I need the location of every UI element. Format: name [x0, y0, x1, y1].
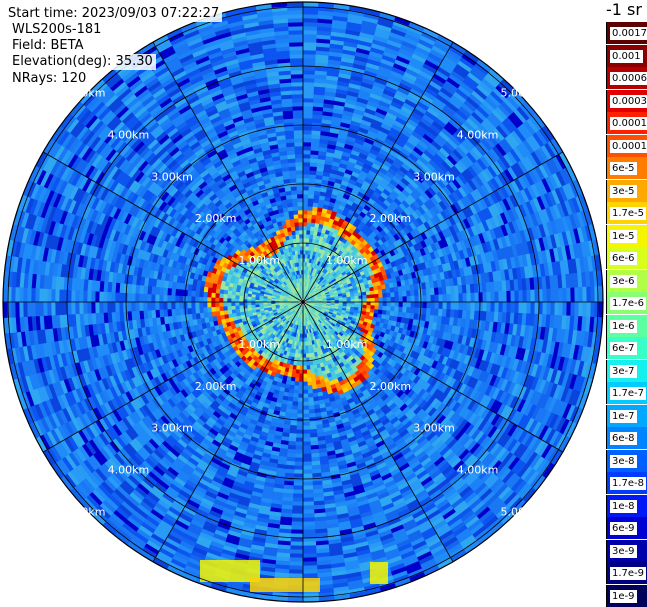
range-ring-label: 4.00km	[457, 464, 499, 477]
nrays-label: NRays: 120	[12, 71, 90, 87]
start-time-label: Start time: 2023/09/03 07:22:27	[8, 6, 223, 22]
range-ring-label: 5.00km	[64, 506, 106, 519]
range-ring-label: 3.00km	[151, 422, 193, 435]
colorbar-tick-label: 3e-6	[610, 274, 637, 288]
azimuth-line	[302, 301, 454, 562]
azimuth-line	[302, 41, 454, 303]
range-ring-label: 5.00km	[501, 506, 543, 519]
backscatter-field	[3, 2, 603, 602]
range-ring-label: 3.00km	[413, 422, 455, 435]
azimuth-line	[42, 301, 304, 453]
colorbar-tick-label: 0.001	[610, 49, 643, 63]
colorbar-cell: 0.001	[606, 44, 647, 67]
colorbar-cell: 0.0003	[606, 89, 647, 112]
colorbar-tick-label: 0.0003	[610, 94, 647, 108]
range-ring-label: 3.00km	[151, 170, 193, 183]
colorbar-title: -1 sr	[606, 0, 642, 19]
colorbar-cell: 1.7e-8	[606, 472, 647, 494]
azimuth-line	[152, 41, 304, 303]
colorbar-tick-label: 1.7e-5	[610, 207, 647, 220]
colorbar-cell: 6e-8	[606, 427, 647, 449]
colorbar-cell: 3e-9	[606, 539, 647, 562]
colorbar-tick-label: 3e-9	[610, 544, 637, 558]
colorbar-tick-label: 3e-8	[610, 454, 637, 468]
colorbar-cell: 6e-5	[606, 157, 647, 179]
range-ring-labels: 1.00km 1.00km 1.00km 1.00km 2.00km 2.00km 2.00…	[64, 87, 542, 519]
colorbar-tick-label: 0.0001	[610, 139, 647, 153]
colorbar-tick-label: 1e-7	[610, 409, 637, 423]
range-ring-label: 2.00km	[370, 212, 412, 225]
colorbar-cell: 1.7e-9	[606, 562, 647, 584]
colorbar-cell: 3e-6	[606, 269, 647, 292]
colorbar-tick-label: 6e-5	[610, 162, 637, 175]
colorbar-cell: 3e-5	[606, 179, 647, 202]
instrument-label: WLS200s-181	[12, 22, 105, 38]
colorbar-tick-label: 6e-6	[610, 252, 637, 265]
range-ring-label: 5.00km	[501, 87, 543, 100]
range-ring-label: 3.00km	[413, 170, 455, 183]
colorbar-cell: 0.0001	[606, 134, 647, 157]
range-ring-label: 2.00km	[195, 212, 237, 225]
range-ring-label: 4.00km	[108, 464, 150, 477]
colorbar-tick-label: 0.00017	[610, 117, 647, 130]
colorbar-cell: 1e-7	[606, 404, 647, 427]
colorbar-cell: 1e-8	[606, 494, 647, 517]
colorbar-cell: 1.7e-7	[606, 382, 647, 404]
colorbar-tick-label: 1.7e-7	[610, 387, 647, 400]
range-ring-label: 4.00km	[457, 128, 499, 141]
colorbar-cell: 1e-5	[606, 224, 647, 247]
azimuth-line	[302, 301, 563, 453]
colorbar-tick-label: 1e-9	[610, 589, 637, 603]
polar-grid	[2, 1, 604, 603]
colorbar-tick-label: 3e-7	[610, 364, 637, 378]
range-ring-label: 1.00km	[239, 338, 281, 351]
range-ring-label: 5.00km	[64, 87, 106, 100]
elevation-label: Elevation(deg): 35.30	[12, 54, 156, 70]
colorbar-cell: 0.00017	[606, 112, 647, 134]
azimuth-line	[42, 151, 304, 303]
colorbar-cell: 1e-6	[606, 314, 647, 337]
range-ring-label: 2.00km	[195, 380, 237, 393]
colorbar-tick-label: 1.7e-6	[610, 297, 647, 310]
range-ring-label: 1.00km	[239, 254, 281, 267]
colorbar-tick-label: 0.0017	[610, 27, 647, 40]
colorbar-tick-label: 6e-8	[610, 432, 637, 445]
colorbar-tick-label: 6e-7	[610, 342, 637, 355]
colorbar-cell: 0.0006	[606, 67, 647, 89]
colorbar-cell: 3e-7	[606, 359, 647, 382]
range-ring-label: 2.00km	[370, 380, 412, 393]
colorbar-tick-label: 3e-5	[610, 184, 637, 198]
range-ring-label: 1.00km	[326, 254, 368, 267]
colorbar-tick-label: 0.0006	[610, 72, 647, 85]
colorbar-cell: 1.7e-6	[606, 292, 647, 314]
range-ring-label: 1.00km	[326, 338, 368, 351]
colorbar-tick-label: 1e-8	[610, 499, 637, 513]
colorbar-cell: 1e-9	[606, 584, 647, 607]
azimuth-line	[302, 151, 563, 303]
range-ring-label: 4.00km	[108, 128, 150, 141]
colorbar-tick-label: 1.7e-9	[610, 567, 647, 580]
field-label: Field: BETA	[12, 38, 87, 54]
ppi-plot: 1.00km 1.00km 1.00km 1.00km 2.00km 2.00km 2.00…	[2, 1, 604, 603]
colorbar-cell: 6e-7	[606, 337, 647, 359]
azimuth-line	[152, 301, 304, 562]
colorbar-tick-label: 1.7e-8	[610, 477, 647, 490]
colorbar-cell: 1.7e-5	[606, 202, 647, 224]
colorbar-cell: 3e-8	[606, 449, 647, 472]
colorbar-cell: 6e-9	[606, 517, 647, 539]
colorbar-tick-label: 6e-9	[610, 522, 637, 535]
colorbar-cell: 0.0017	[606, 22, 647, 44]
colorbar-tick-label: 1e-6	[610, 319, 637, 333]
colorbar-cell: 6e-6	[606, 247, 647, 269]
colorbar-tick-label: 1e-5	[610, 229, 637, 243]
